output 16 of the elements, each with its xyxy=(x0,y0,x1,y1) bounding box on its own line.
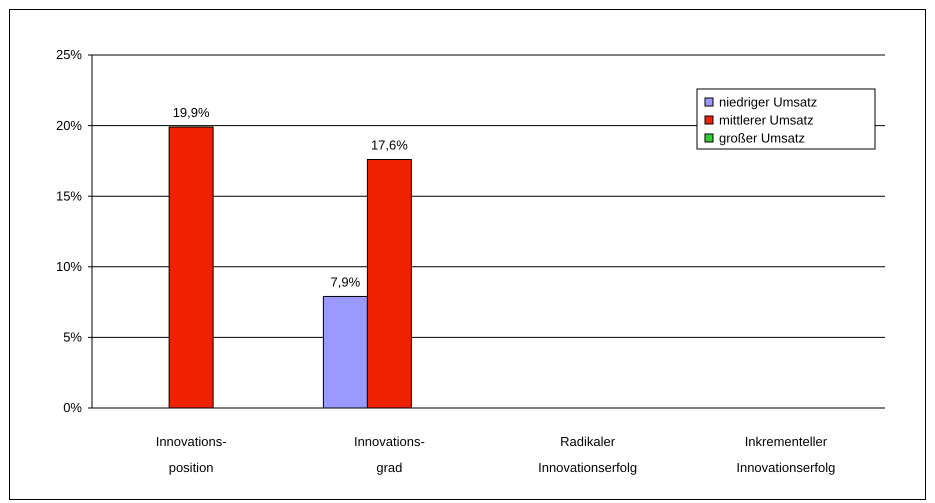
x-tick-label: Innovations- grad xyxy=(354,434,425,475)
data-label: 7,9% xyxy=(330,274,361,290)
y-tick-label: 15% xyxy=(56,188,82,204)
x-tick-label: Innovations- position xyxy=(156,434,227,475)
data-label: 19,9% xyxy=(172,105,210,120)
x-tick-label: Inkrementeller Innovationserfolg xyxy=(736,434,836,475)
x-tick-label: Radikaler Innovationserfolg xyxy=(538,434,638,475)
legend-label: mittlerer Umsatz xyxy=(719,112,814,128)
legend-label: großer Umsatz xyxy=(719,130,805,146)
y-tick-label: 10% xyxy=(56,258,82,274)
legend-label: niedriger Umsatz xyxy=(719,94,818,110)
y-tick-label: 0% xyxy=(63,400,82,416)
y-tick-label: 5% xyxy=(63,330,82,345)
data-label: 17,6% xyxy=(370,137,408,152)
y-tick-label: 25% xyxy=(56,47,82,62)
y-tick-label: 20% xyxy=(56,118,82,133)
